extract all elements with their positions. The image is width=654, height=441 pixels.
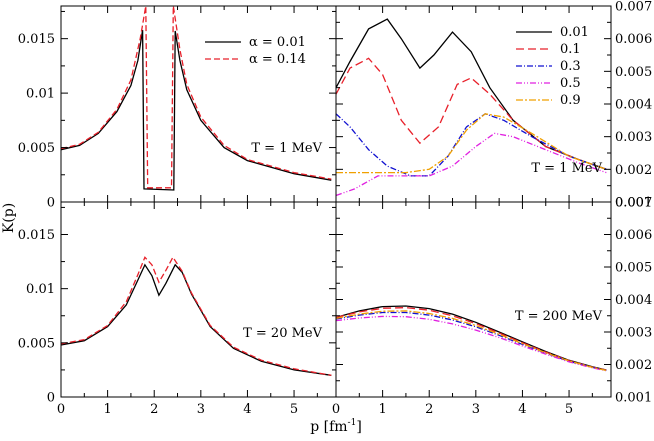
y-tick-label: 0.001 xyxy=(615,391,652,406)
y-tick-label: 0.002 xyxy=(615,163,652,178)
y-tick-label: 0.006 xyxy=(615,228,652,243)
y-tick-label: 0 xyxy=(47,196,55,211)
panel-annotation: T = 1 MeV xyxy=(251,141,322,156)
x-tick-label: 5 xyxy=(290,402,298,417)
y-tick-label: 0.005 xyxy=(18,141,55,156)
y-tick-label: 0.005 xyxy=(615,261,652,276)
series-line-bottom-right-1 xyxy=(336,306,607,371)
x-axis-label-main: p [fm xyxy=(310,419,347,435)
y-tick-label: 0.001 xyxy=(615,196,652,211)
x-axis-label: p [fm-1] xyxy=(310,418,362,435)
x-tick-label: 0 xyxy=(57,402,65,417)
series-line-top-right-2 xyxy=(336,113,607,177)
legend-label: 0.1 xyxy=(560,42,581,57)
y-tick-label: 0.006 xyxy=(615,32,652,47)
series-line-top-left-0 xyxy=(61,29,332,191)
x-tick-label: 4 xyxy=(243,402,251,417)
series-line-top-right-0 xyxy=(336,18,607,170)
series-line-bottom-left-1 xyxy=(61,256,332,376)
series-line-bottom-right-2 xyxy=(336,311,607,372)
legend-label: 0.5 xyxy=(560,76,581,91)
y-tick-label: 0.003 xyxy=(615,326,652,341)
panel-top-right: 0.001 0.002 0.003 0.004 0.005 0.006 0.007 T = 1… xyxy=(335,0,652,211)
y-tick-label: 0.015 xyxy=(18,32,55,47)
series-line-top-right-1 xyxy=(336,57,607,170)
x-tick-label: 1 xyxy=(378,402,386,417)
y-tick-label: 0.004 xyxy=(615,98,652,113)
series-line-top-left-1 xyxy=(61,6,332,189)
y-tick-label: 0.005 xyxy=(18,336,55,351)
panel-bottom-right: 0 1 2 3 4 5 0.001 0.002 0.003 0.004 0.005 0.006 0.00… xyxy=(332,196,652,418)
x-axis-label-sup: -1 xyxy=(348,418,357,428)
x-tick-label: 5 xyxy=(565,402,573,417)
legend: α = 0.01 α = 0.14 xyxy=(205,35,306,67)
series-line-bottom-left-0 xyxy=(61,263,332,376)
y-tick-label: 0.005 xyxy=(615,65,652,80)
panel-annotation: T = 20 MeV xyxy=(243,326,323,341)
x-tick-label: 2 xyxy=(150,402,158,417)
legend-label: α = 0.01 xyxy=(249,35,306,50)
series-line-top-right-4 xyxy=(336,113,607,174)
series-line-bottom-right-3 xyxy=(336,315,607,372)
legend-label: 0.3 xyxy=(560,59,581,74)
panel-top-left: 0 0.005 0.01 0.015 T = 1 MeV α = 0.01 α = 0.14 xyxy=(18,5,337,211)
panel-frame xyxy=(60,201,337,398)
y-tick-label: 0.007 xyxy=(615,0,652,15)
x-tick-label: 2 xyxy=(425,402,433,417)
x-tick-label: 4 xyxy=(518,402,526,417)
y-tick-label: 0 xyxy=(47,391,55,406)
panel-annotation: T = 1 MeV xyxy=(531,161,602,176)
legend-label: 0.01 xyxy=(560,25,589,40)
panel-annotation: T = 200 MeV xyxy=(515,309,603,324)
y-axis-label: K(p) xyxy=(1,203,17,233)
legend-label: α = 0.14 xyxy=(249,52,306,67)
x-tick-label: 3 xyxy=(472,402,480,417)
y-tick-label: 0.003 xyxy=(615,130,652,145)
legend-label: 0.9 xyxy=(560,93,581,108)
legend: 0.01 0.1 0.3 0.5 0.9 xyxy=(516,25,589,108)
x-tick-label: 0 xyxy=(332,402,340,417)
y-tick-label: 0.01 xyxy=(26,87,55,102)
panel-bottom-left: 0 1 2 3 4 5 0 0.005 0.01 0.015 T = 20 MeV xyxy=(18,201,337,417)
panel-frame xyxy=(335,201,612,398)
x-tick-label: 3 xyxy=(197,402,205,417)
x-tick-label: 1 xyxy=(103,402,111,417)
y-tick-label: 0.01 xyxy=(26,282,55,297)
x-axis-label-tail: ] xyxy=(356,419,361,435)
y-tick-label: 0.004 xyxy=(615,293,652,308)
y-tick-label: 0.015 xyxy=(18,228,55,243)
y-tick-label: 0.002 xyxy=(615,358,652,373)
y-tick-label: 0.007 xyxy=(615,196,652,211)
